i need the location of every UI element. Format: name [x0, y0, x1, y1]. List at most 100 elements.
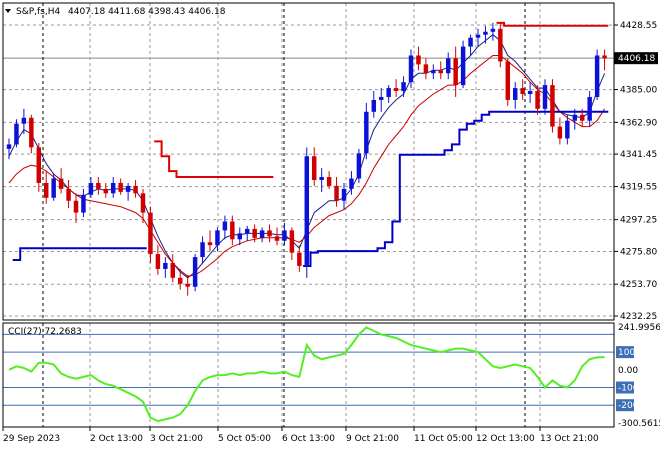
candle-body	[192, 257, 198, 287]
candle-body	[259, 230, 265, 238]
candle-body	[230, 221, 235, 240]
candle-body	[304, 156, 310, 266]
bear-candle	[334, 177, 339, 207]
bull-candle	[512, 82, 518, 109]
bull-candle	[81, 188, 86, 218]
bear-candle	[177, 268, 183, 290]
bull-candle	[594, 49, 600, 100]
bear-candle	[274, 227, 280, 246]
dropdown-triangle-icon	[5, 9, 11, 13]
bear-candle	[155, 245, 161, 275]
candle-body	[125, 185, 131, 192]
bear-candle	[393, 79, 399, 97]
cci-level-tag	[616, 346, 634, 359]
bear-candle	[43, 171, 49, 204]
bear-candle	[453, 46, 458, 97]
candle-body	[602, 55, 607, 59]
bull-candle	[483, 25, 488, 44]
bear-candle	[103, 182, 109, 198]
candle-body	[416, 55, 421, 65]
bull-candle	[378, 88, 384, 112]
current-price-tag	[614, 52, 658, 65]
bear-candle	[535, 85, 540, 115]
x-tick-label: 2 Oct 13:00	[90, 434, 143, 444]
bull-candle	[401, 76, 406, 97]
bear-candle	[66, 179, 71, 209]
bull-candle	[259, 227, 265, 243]
bear-candle	[185, 274, 190, 296]
candle-body	[88, 182, 94, 195]
candle-body	[587, 96, 592, 121]
y-tick-label: 4428.55	[620, 21, 657, 31]
candle-body	[326, 177, 332, 186]
candle-body	[6, 144, 12, 149]
x-tick-label: 5 Oct 05:00	[218, 434, 271, 444]
bear-candle	[118, 178, 123, 195]
cci-tick-label: 241.9956	[618, 323, 660, 333]
y-tick-label: 4385.00	[620, 86, 657, 96]
bear-candle	[140, 188, 146, 223]
y-tick-label: 4232.25	[620, 312, 657, 322]
y-tick-label: 4341.45	[620, 150, 657, 160]
bull-candle	[319, 168, 324, 192]
candle-body	[155, 254, 161, 269]
candle-body	[215, 230, 220, 246]
x-tick-label: 12 Oct 13:00	[476, 434, 535, 444]
bear-candle	[96, 177, 101, 195]
bull-candle	[356, 148, 362, 183]
candle-body	[475, 34, 481, 38]
candle-body	[364, 111, 369, 154]
cci-level-tag	[616, 381, 634, 394]
candle-body	[177, 277, 183, 284]
x-tick-label: 29 Sep 2023	[3, 434, 60, 444]
candle-body	[468, 37, 473, 47]
bull-candle	[282, 222, 287, 246]
bull-candle	[527, 82, 533, 103]
bear-candle	[267, 224, 272, 243]
bear-candle	[252, 224, 257, 243]
candle-body	[341, 188, 347, 201]
bull-candle	[371, 91, 377, 118]
candle-body	[207, 242, 213, 246]
candle-body	[96, 182, 101, 189]
candle-body	[408, 55, 414, 83]
x-tick-label: 9 Oct 21:00	[346, 434, 399, 444]
candle-body	[334, 185, 339, 201]
chart-title: S&P,fs,H4	[16, 7, 61, 17]
candle-body	[401, 82, 406, 92]
candle-body	[438, 70, 444, 74]
bear-candle	[550, 79, 555, 133]
candle-body	[356, 153, 362, 179]
candle-body	[222, 221, 228, 231]
bull-candle	[304, 147, 310, 278]
candle-body	[423, 64, 429, 74]
bull-candle	[244, 225, 250, 241]
bear-candle	[133, 179, 138, 198]
resistance-steps-line	[496, 21, 609, 27]
candle-body	[274, 236, 280, 241]
candle-body	[14, 123, 19, 145]
candle-body	[200, 242, 205, 258]
cci-tick-label: 100	[618, 348, 635, 358]
candle-body	[594, 55, 600, 97]
y-tick-label: 4253.70	[620, 280, 657, 290]
cci-tick-label: -300.5615	[618, 419, 660, 429]
bull-candle	[475, 28, 481, 47]
indicator-pane: 241.9956 100 0.00 -100 -200 -300.5615	[3, 323, 660, 429]
bear-candle	[326, 171, 332, 189]
candle-body	[170, 263, 176, 278]
bull-candle	[215, 227, 220, 252]
bear-candle	[289, 227, 295, 261]
bull-candle	[200, 236, 205, 264]
candle-body	[103, 188, 109, 194]
bull-candle	[237, 227, 243, 246]
candle-body	[483, 31, 488, 35]
candle-body	[431, 70, 436, 74]
candle-body	[237, 233, 243, 240]
x-tick-label: 11 Oct 05:00	[414, 434, 473, 444]
candle-body	[81, 194, 86, 213]
bull-candle	[468, 34, 473, 56]
bull-candle	[341, 182, 347, 210]
bull-candle	[565, 114, 570, 145]
